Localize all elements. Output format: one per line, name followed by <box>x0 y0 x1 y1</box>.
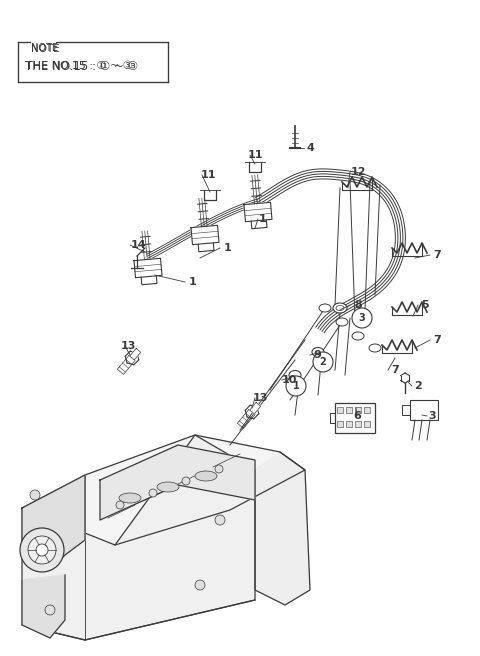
Text: NOTE: NOTE <box>31 43 58 53</box>
Text: 10: 10 <box>281 375 297 385</box>
Text: 1: 1 <box>259 214 267 224</box>
Circle shape <box>313 352 333 372</box>
Polygon shape <box>22 435 305 545</box>
Text: 7: 7 <box>433 335 441 345</box>
Text: 1: 1 <box>224 243 232 253</box>
Ellipse shape <box>336 306 344 310</box>
Circle shape <box>195 580 205 590</box>
Ellipse shape <box>195 471 217 481</box>
Circle shape <box>20 528 64 572</box>
Circle shape <box>28 536 56 564</box>
Circle shape <box>352 308 372 328</box>
Text: THE NO.15 : ① ~ ③: THE NO.15 : ① ~ ③ <box>25 60 138 73</box>
FancyBboxPatch shape <box>335 403 375 433</box>
Text: 1: 1 <box>293 381 300 391</box>
Polygon shape <box>22 435 255 640</box>
Ellipse shape <box>157 482 179 492</box>
FancyBboxPatch shape <box>346 421 352 427</box>
Polygon shape <box>134 258 162 277</box>
Ellipse shape <box>369 344 381 352</box>
Polygon shape <box>255 452 310 605</box>
FancyBboxPatch shape <box>346 407 352 413</box>
Text: 1: 1 <box>189 277 197 287</box>
Text: 13: 13 <box>252 393 268 403</box>
Text: 7: 7 <box>433 250 441 260</box>
Text: 7: 7 <box>391 365 399 375</box>
Polygon shape <box>130 348 141 360</box>
Polygon shape <box>22 575 65 638</box>
Text: 2: 2 <box>320 357 326 367</box>
Circle shape <box>30 490 40 500</box>
Ellipse shape <box>319 304 331 312</box>
Text: THE NO.15 : ① ~ ③: THE NO.15 : ① ~ ③ <box>26 61 133 71</box>
Circle shape <box>215 465 223 473</box>
Text: 11: 11 <box>247 150 263 160</box>
Text: 9: 9 <box>313 350 321 360</box>
Text: 6: 6 <box>353 411 361 421</box>
FancyBboxPatch shape <box>337 407 343 413</box>
Text: 14: 14 <box>130 240 146 250</box>
Ellipse shape <box>312 348 324 356</box>
Text: 5: 5 <box>421 300 429 310</box>
Ellipse shape <box>352 332 364 340</box>
Text: 2: 2 <box>414 381 422 391</box>
Text: 13: 13 <box>120 341 136 351</box>
Text: NOTE: NOTE <box>31 44 60 54</box>
Ellipse shape <box>119 493 141 503</box>
FancyBboxPatch shape <box>364 421 370 427</box>
Text: 3: 3 <box>359 313 365 323</box>
Circle shape <box>286 376 306 396</box>
Polygon shape <box>191 225 219 245</box>
FancyBboxPatch shape <box>337 421 343 427</box>
Polygon shape <box>250 402 261 414</box>
Circle shape <box>45 605 55 615</box>
Circle shape <box>36 544 48 556</box>
Ellipse shape <box>333 303 347 313</box>
Circle shape <box>182 477 190 485</box>
Polygon shape <box>100 445 255 520</box>
Circle shape <box>215 515 225 525</box>
FancyBboxPatch shape <box>355 407 361 413</box>
Circle shape <box>116 501 124 509</box>
Text: 4: 4 <box>306 143 314 153</box>
FancyBboxPatch shape <box>410 400 438 420</box>
Ellipse shape <box>289 371 301 380</box>
FancyBboxPatch shape <box>355 421 361 427</box>
Ellipse shape <box>336 318 348 326</box>
Text: 8: 8 <box>354 300 362 310</box>
Circle shape <box>149 489 157 497</box>
Text: 11: 11 <box>200 170 216 180</box>
Text: 3: 3 <box>428 411 436 421</box>
Polygon shape <box>244 202 272 222</box>
Polygon shape <box>22 475 85 570</box>
Text: 12: 12 <box>350 167 366 177</box>
FancyBboxPatch shape <box>364 407 370 413</box>
